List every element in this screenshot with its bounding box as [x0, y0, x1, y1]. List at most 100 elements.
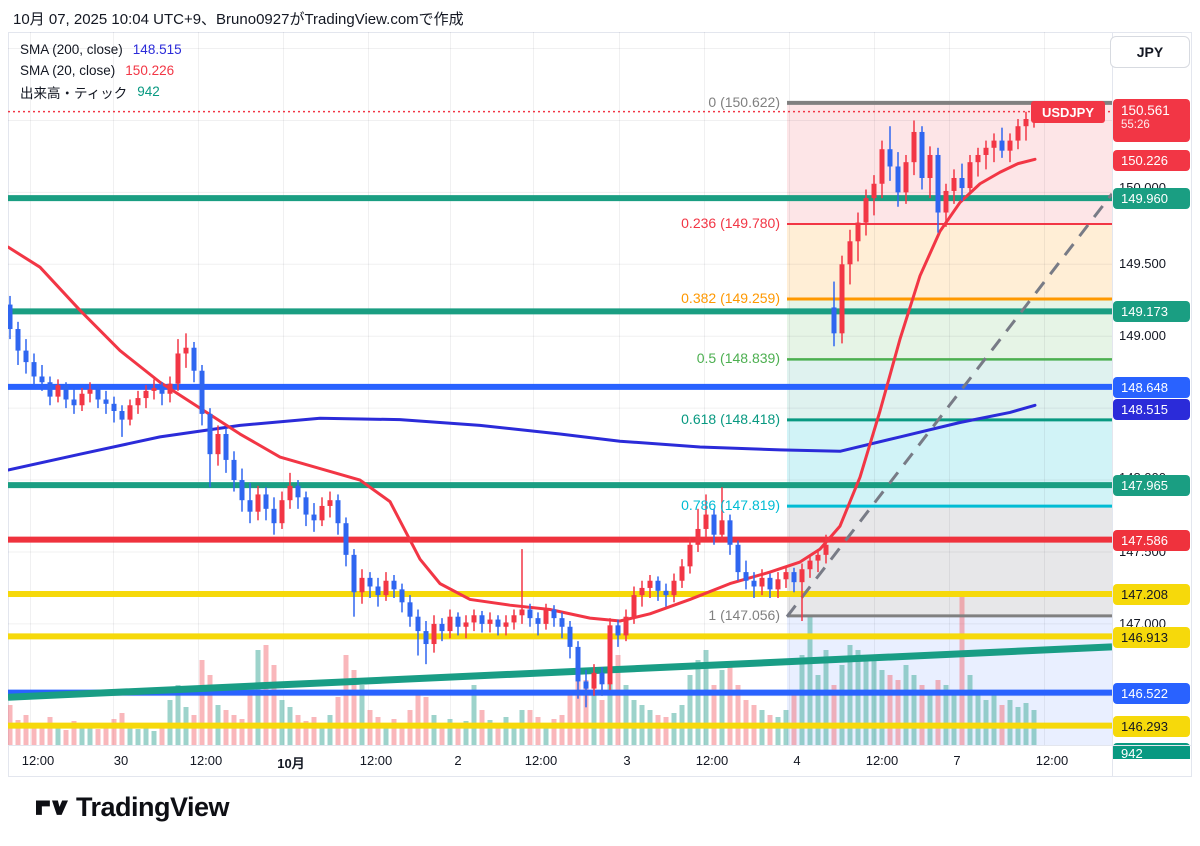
chart-canvas[interactable] — [8, 32, 1112, 745]
candle-up — [991, 140, 997, 148]
volume-bar — [239, 719, 245, 745]
candle-up — [639, 587, 645, 596]
volume-bar — [359, 685, 365, 745]
fib-label: 0.382 (149.259) — [681, 289, 780, 306]
time-axis-label: 4 — [793, 753, 801, 768]
volume-bar — [559, 715, 565, 745]
candle-down — [119, 411, 125, 420]
volume-bar — [167, 700, 173, 745]
volume-bar — [591, 695, 597, 745]
volume-bar — [55, 725, 61, 745]
candle-down — [15, 329, 21, 351]
candle-up — [815, 554, 821, 561]
volume-bar — [303, 721, 309, 745]
price-axis-badge: 942 — [1113, 742, 1190, 759]
candle-down — [95, 389, 101, 400]
candle-down — [295, 485, 301, 498]
candle-up — [359, 577, 365, 593]
candle-down — [559, 618, 565, 627]
volume-bar — [887, 675, 893, 745]
volume-bar — [23, 715, 29, 745]
time-axis-label: 12:00 — [21, 753, 55, 768]
candle-up — [327, 500, 333, 506]
candle-down — [583, 681, 589, 689]
candle-down — [479, 615, 485, 624]
legend-volume[interactable]: 出来高・ティック 942 — [20, 81, 182, 102]
rally-trendline[interactable] — [785, 192, 1112, 618]
volume-bar — [775, 717, 781, 745]
candle-up — [983, 147, 989, 155]
volume-bar — [455, 725, 461, 745]
volume-bar — [255, 650, 261, 745]
volume-bar — [895, 680, 901, 745]
candle-down — [303, 497, 309, 515]
legend-sma20[interactable]: SMA (20, close) 150.226 — [20, 60, 182, 81]
time-axis-label: 12:00 — [359, 753, 393, 768]
candle-up — [591, 672, 597, 689]
volume-bar — [687, 675, 693, 745]
volume-bar — [703, 650, 709, 745]
last-price-badge: 150.561 55:26 — [1113, 99, 1190, 142]
time-axis-label: 2 — [454, 753, 462, 768]
volume-bar — [631, 700, 637, 745]
candle-up — [695, 528, 701, 545]
time-axis-label: 3 — [623, 753, 631, 768]
candle-up — [839, 264, 845, 334]
candle-up — [951, 177, 957, 191]
volume-bar — [967, 675, 973, 745]
candle-up — [855, 222, 861, 242]
candle-down — [367, 577, 373, 587]
currency-button[interactable]: JPY — [1110, 36, 1190, 68]
volume-bar — [95, 729, 101, 745]
volume-bar — [279, 700, 285, 745]
volume-bar — [719, 670, 725, 745]
candle-up — [631, 595, 637, 617]
candle-up — [687, 544, 693, 567]
volume-bar — [583, 680, 589, 745]
candle-up — [487, 619, 493, 624]
candle-up — [183, 347, 189, 354]
candle-down — [551, 609, 557, 619]
candle-down — [439, 623, 445, 632]
volume-bar — [535, 717, 541, 745]
legend-sma200[interactable]: SMA (200, close) 148.515 — [20, 39, 182, 60]
candle-down — [47, 382, 53, 397]
candle-down — [567, 626, 573, 647]
volume-bar — [671, 713, 677, 745]
candle-up — [879, 149, 885, 184]
volume-bar — [319, 723, 325, 745]
candle-down — [831, 307, 837, 334]
price-axis-badge: 146.522 — [1113, 682, 1190, 704]
candle-up — [943, 190, 949, 213]
tradingview-logo-icon — [36, 800, 68, 815]
candle-up — [863, 198, 869, 223]
sma20-line[interactable] — [8, 157, 1037, 623]
sma200-line[interactable] — [8, 403, 1037, 472]
candle-down — [935, 154, 941, 213]
indicator-legend: SMA (200, close) 148.515 SMA (20, close)… — [20, 39, 182, 102]
candle-down — [415, 616, 421, 632]
volume-bar — [991, 695, 997, 745]
time-axis[interactable]: 12:00 30 12:00 10月 12:00 2 12:00 3 12:00 4 12:00 7 1… — [8, 745, 1192, 777]
candle-up — [823, 544, 829, 555]
volume-bar — [31, 723, 37, 745]
time-axis-separator — [8, 745, 1192, 746]
tradingview-watermark[interactable]: TradingView — [36, 792, 230, 823]
volume-bar — [103, 725, 109, 745]
tradingview-logo-text: TradingView — [76, 792, 230, 822]
volume-bar — [663, 717, 669, 745]
volume-bar — [503, 717, 509, 745]
last-price-value: 150.561 — [1121, 103, 1170, 118]
candle-up — [975, 154, 981, 163]
volume-bar — [815, 675, 821, 745]
volume-bar — [911, 675, 917, 745]
volume-bar — [327, 715, 333, 745]
support-trendline[interactable] — [8, 643, 1112, 701]
legend-sma200-value: 148.515 — [132, 42, 182, 57]
candle-down — [191, 347, 197, 371]
price-axis-badge: 146.293 — [1113, 715, 1190, 737]
price-axis-badge: 149.173 — [1113, 300, 1190, 322]
volume-bar — [511, 723, 517, 745]
price-axis[interactable]: 150.561 55:26 150.000149.500149.000148.0… — [1112, 32, 1192, 759]
volume-bar — [399, 725, 405, 745]
